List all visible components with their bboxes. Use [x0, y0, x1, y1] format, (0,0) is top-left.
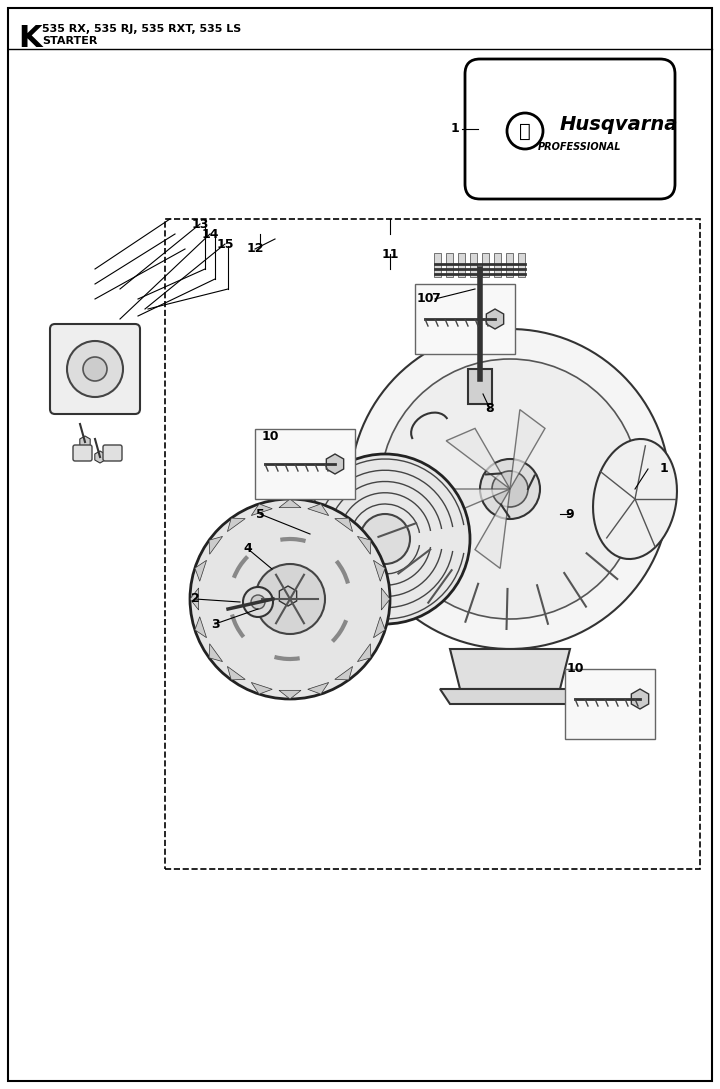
Bar	[565, 669, 655, 739]
Polygon shape	[251, 683, 272, 694]
Polygon shape	[307, 683, 329, 694]
Polygon shape	[228, 518, 246, 531]
Polygon shape	[251, 504, 272, 515]
Text: 5: 5	[256, 507, 264, 521]
Text: 9: 9	[566, 507, 575, 521]
Polygon shape	[357, 644, 371, 662]
FancyBboxPatch shape	[103, 445, 122, 461]
Text: K: K	[18, 24, 42, 53]
Circle shape	[480, 458, 540, 519]
Text: Ⓗ: Ⓗ	[519, 122, 531, 140]
Bar	[458, 253, 465, 277]
Polygon shape	[307, 504, 329, 515]
Ellipse shape	[593, 439, 677, 559]
Polygon shape	[80, 436, 90, 448]
Polygon shape	[195, 561, 207, 582]
Polygon shape	[631, 689, 649, 709]
Circle shape	[300, 454, 470, 624]
Text: 15: 15	[216, 237, 234, 250]
Circle shape	[255, 564, 325, 634]
Text: Husqvarna: Husqvarna	[560, 114, 678, 134]
Polygon shape	[374, 561, 385, 582]
Text: 10: 10	[566, 662, 584, 675]
Bar	[482, 253, 489, 277]
Bar	[415, 284, 515, 354]
Polygon shape	[335, 666, 353, 680]
Polygon shape	[190, 588, 199, 610]
Text: 11: 11	[382, 247, 399, 260]
FancyBboxPatch shape	[50, 325, 140, 414]
Text: PROFESSIONAL: PROFESSIONAL	[539, 142, 622, 152]
Text: 12: 12	[246, 243, 264, 256]
Bar	[468, 369, 492, 404]
Circle shape	[67, 341, 123, 397]
Text: 2: 2	[191, 592, 199, 605]
Circle shape	[243, 587, 273, 617]
Polygon shape	[279, 690, 301, 699]
Polygon shape	[209, 644, 222, 662]
FancyBboxPatch shape	[465, 59, 675, 199]
Text: 3: 3	[211, 617, 220, 631]
Text: 10: 10	[416, 293, 433, 306]
Circle shape	[251, 595, 265, 609]
Polygon shape	[326, 454, 343, 474]
Polygon shape	[510, 409, 545, 489]
Polygon shape	[486, 309, 504, 329]
Bar	[494, 253, 501, 277]
Circle shape	[83, 357, 107, 381]
Bar	[446, 253, 453, 277]
Text: 7: 7	[431, 293, 439, 306]
Polygon shape	[209, 537, 222, 554]
Polygon shape	[195, 616, 207, 638]
Text: STARTER: STARTER	[42, 36, 97, 46]
Polygon shape	[450, 649, 570, 689]
Text: 535 RX, 535 RJ, 535 RXT, 535 LS: 535 RX, 535 RJ, 535 RXT, 535 LS	[42, 24, 241, 34]
Bar	[434, 253, 441, 277]
Circle shape	[492, 472, 528, 507]
Circle shape	[360, 514, 410, 564]
Bar	[506, 253, 513, 277]
Text: 10: 10	[261, 430, 279, 443]
Bar	[518, 253, 525, 277]
Text: 13: 13	[192, 218, 209, 231]
FancyBboxPatch shape	[73, 445, 92, 461]
Polygon shape	[436, 489, 510, 521]
Bar	[470, 253, 477, 277]
Circle shape	[350, 329, 670, 649]
Text: 14: 14	[202, 228, 219, 241]
Polygon shape	[440, 689, 580, 703]
Polygon shape	[382, 588, 390, 610]
Text: 4: 4	[243, 542, 253, 555]
Text: 8: 8	[486, 403, 495, 416]
Circle shape	[190, 499, 390, 699]
Polygon shape	[374, 616, 385, 638]
Polygon shape	[279, 499, 301, 507]
Text: 1: 1	[451, 122, 459, 135]
Polygon shape	[446, 428, 510, 489]
Polygon shape	[279, 586, 297, 605]
Bar	[165, 219, 700, 869]
Polygon shape	[95, 451, 105, 463]
Polygon shape	[475, 489, 510, 568]
Circle shape	[380, 359, 640, 619]
Text: 1: 1	[660, 463, 669, 476]
Circle shape	[507, 113, 543, 149]
Polygon shape	[335, 518, 353, 531]
Polygon shape	[357, 537, 371, 554]
Bar	[255, 429, 355, 499]
Polygon shape	[228, 666, 246, 680]
